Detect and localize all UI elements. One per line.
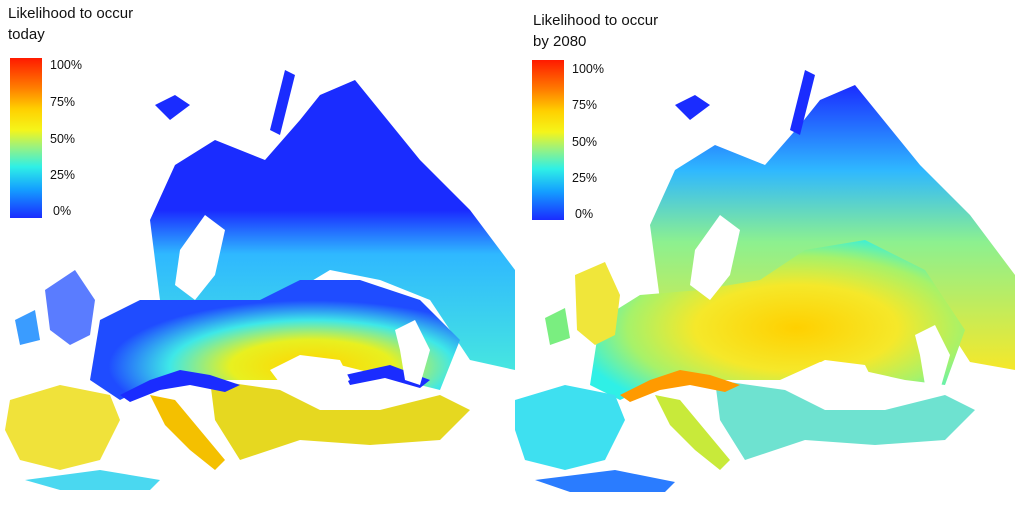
landmass-britain (575, 262, 620, 345)
arctic-islands (675, 95, 710, 120)
black-sea (795, 360, 875, 400)
legend-title-2080: Likelihood to occur by 2080 (533, 10, 658, 52)
landmass-italy (655, 395, 730, 470)
landmass-britain (45, 270, 95, 345)
alps-band (120, 370, 240, 402)
landmass-iberia (515, 385, 625, 470)
landmass-balkans (715, 380, 975, 460)
map-panel-today: Likelihood to occur today 100% 75% 50% 2… (5, 3, 515, 490)
arctic-islands (155, 95, 190, 120)
color-ramp (532, 60, 564, 220)
legend-title-line2: today (8, 26, 45, 43)
legend-title-today: Likelihood to occur today (8, 3, 133, 45)
landmass-north (150, 80, 515, 370)
caspian-sea (395, 320, 430, 385)
legend-tick-100: 100% (572, 62, 604, 76)
europe-map-2080 (515, 70, 1015, 492)
legend-tick-0: 0% (575, 207, 594, 221)
landmass-iberia (5, 385, 120, 470)
legend-tick-75: 75% (572, 98, 598, 112)
legend-tick-50: 50% (50, 132, 76, 146)
novaya-zemlya (270, 70, 295, 135)
landmass-italy (150, 395, 225, 470)
caspian-sea (915, 325, 950, 390)
map-panel-2080: Likelihood to occur by 2080 100% 75% 50%… (515, 0, 1015, 513)
legend-tick-25: 25% (572, 171, 598, 185)
landmass-central (590, 240, 965, 400)
baltic-sea (690, 215, 740, 300)
caucasus-band (345, 365, 430, 388)
baltic-sea (175, 215, 225, 300)
legend-tick-50: 50% (572, 135, 598, 149)
legend-tick-75: 75% (50, 95, 76, 109)
landmass-ireland (15, 310, 40, 345)
legend-title-line1: Likelihood to occur (8, 5, 134, 22)
legend-tick-25: 25% (50, 168, 76, 182)
north-africa (25, 470, 160, 490)
legend-title-line2: by 2080 (533, 33, 587, 50)
legend-tick-0: 0% (53, 204, 72, 218)
landmass-balkans (210, 380, 470, 460)
color-ramp (10, 58, 42, 218)
black-sea (270, 355, 350, 395)
legend-tick-100: 100% (50, 58, 82, 72)
novaya-zemlya (790, 70, 815, 135)
north-africa (535, 470, 675, 492)
legend-title-line1: Likelihood to occur (533, 12, 659, 29)
alps-band (620, 370, 740, 402)
landmass-ireland (545, 308, 570, 345)
europe-map-today (5, 70, 515, 490)
